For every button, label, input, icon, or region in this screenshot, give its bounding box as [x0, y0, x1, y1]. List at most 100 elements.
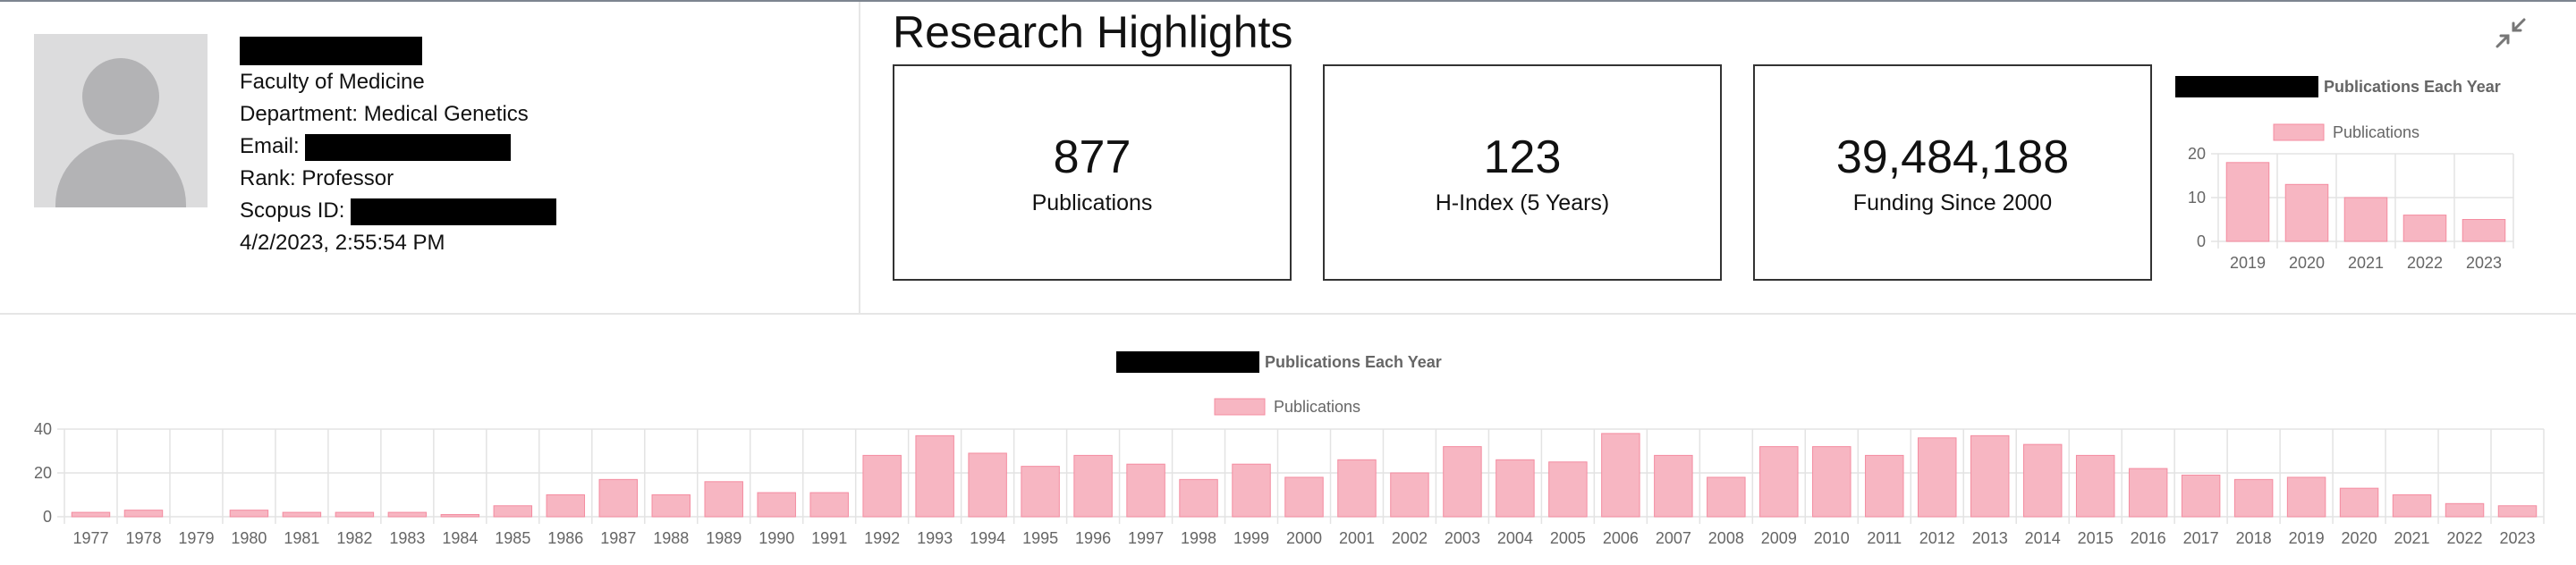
- bar: [2233, 478, 2274, 518]
- bar: [2128, 468, 2168, 518]
- x-tick-label: 1977: [72, 529, 108, 547]
- x-tick-label: 1979: [178, 529, 214, 547]
- bar: [1865, 454, 1904, 518]
- bar: [1443, 446, 1482, 518]
- legend-label: Publications: [2333, 123, 2419, 141]
- email-row: Email:: [240, 131, 556, 163]
- bar: [2286, 476, 2326, 518]
- x-tick-label: 1994: [970, 529, 1005, 547]
- bar: [1759, 446, 1799, 518]
- y-tick-label: 10: [2188, 189, 2206, 207]
- x-tick-label: 2017: [2183, 529, 2219, 547]
- bar: [2284, 183, 2329, 242]
- scopus-row: Scopus ID:: [240, 195, 557, 227]
- x-tick-label: 2020: [2342, 529, 2377, 547]
- bar: [1496, 459, 1535, 518]
- stat-value: 877: [1053, 131, 1131, 183]
- chart-title: Publications Each Year: [1265, 353, 1442, 371]
- x-tick-label: 1993: [917, 529, 953, 547]
- bar: [1918, 437, 1957, 518]
- bar: [1390, 472, 1429, 518]
- bar: [1970, 434, 2010, 518]
- stat-card-publications: 877 Publications: [893, 64, 1292, 281]
- recent-publications-chart: Publications Each YearPublications010202…: [2175, 76, 2514, 272]
- x-tick-label: 1988: [653, 529, 689, 547]
- stat-card-h-index: 123 H-Index (5 Years): [1323, 64, 1722, 281]
- x-tick-label: 1986: [547, 529, 583, 547]
- department-text: Department: Medical Genetics: [240, 102, 529, 126]
- bar: [968, 452, 1007, 518]
- y-tick-label: 40: [34, 420, 52, 438]
- x-tick-label: 1984: [442, 529, 478, 547]
- x-tick-label: 1995: [1022, 529, 1058, 547]
- x-tick-label: 2008: [1708, 529, 1744, 547]
- redacted-title-block: [2175, 76, 2318, 97]
- bar: [2343, 197, 2388, 242]
- bar: [546, 494, 586, 518]
- chart-title: Publications Each Year: [2324, 78, 2501, 96]
- stat-label: H-Index (5 Years): [1435, 190, 1610, 215]
- avatar-body-icon: [55, 139, 186, 207]
- redacted-scopus-id: [351, 198, 557, 225]
- bar: [704, 481, 743, 518]
- x-tick-label: 2019: [2289, 529, 2325, 547]
- section-divider: [0, 313, 2576, 315]
- x-tick-label: 1998: [1181, 529, 1216, 547]
- x-tick-label: 2004: [1497, 529, 1533, 547]
- bar: [229, 510, 269, 518]
- bar: [387, 511, 428, 518]
- y-tick-label: 20: [2188, 145, 2206, 163]
- x-tick-label: 2013: [1972, 529, 2008, 547]
- redacted-email: [305, 133, 512, 161]
- y-tick-label: 20: [34, 464, 52, 482]
- bar: [757, 492, 796, 518]
- x-tick-label: 1999: [1233, 529, 1269, 547]
- page-title: Research Highlights: [893, 7, 1293, 57]
- bar: [1021, 466, 1060, 518]
- legend-swatch: [1214, 398, 1266, 416]
- publications-history-chart: Publications Each Year Publications 0 20 40 1…: [34, 351, 2545, 547]
- legend-label: Publications: [1274, 398, 1360, 416]
- x-tick-label: 2015: [2078, 529, 2114, 547]
- scopus-label: Scopus ID:: [240, 198, 352, 223]
- bar: [335, 511, 375, 518]
- x-tick-label: 2023: [2466, 254, 2502, 272]
- x-tick-label: 1996: [1075, 529, 1111, 547]
- bar: [1179, 478, 1218, 518]
- bar: [440, 514, 480, 518]
- faculty-text: Faculty of Medicine: [240, 70, 425, 94]
- bar: [915, 434, 954, 518]
- x-tick-label: 2014: [2025, 529, 2061, 547]
- bar: [1284, 476, 1324, 518]
- profile-info: Faculty of Medicine Department: Medical …: [240, 34, 557, 259]
- bar: [1654, 454, 1693, 518]
- bar: [2462, 219, 2506, 242]
- x-tick-label: 2022: [2407, 254, 2443, 272]
- x-tick-label: 2022: [2447, 529, 2483, 547]
- redacted-name: [240, 36, 422, 65]
- bar: [2022, 443, 2063, 518]
- timestamp-text: 4/2/2023, 2:55:54 PM: [240, 231, 445, 255]
- x-tick-label: 2023: [2499, 529, 2535, 547]
- x-tick-label: 2019: [2230, 254, 2266, 272]
- x-tick-label: 2000: [1286, 529, 1322, 547]
- rank-text: Rank: Professor: [240, 166, 394, 190]
- x-tick-label: 2021: [2348, 254, 2384, 272]
- bar: [2497, 505, 2538, 518]
- bar: [1337, 459, 1377, 518]
- x-tick-label: 2005: [1550, 529, 1586, 547]
- x-tick-label: 1992: [864, 529, 900, 547]
- bar: [2075, 454, 2115, 518]
- x-tick-label: 2012: [1919, 529, 1955, 547]
- bar: [2445, 502, 2485, 518]
- window-top-border: [0, 0, 2576, 2]
- bar: [1126, 463, 1165, 518]
- bar: [2225, 162, 2270, 242]
- bar: [1073, 454, 1113, 518]
- email-label: Email:: [240, 134, 306, 158]
- x-tick-label: 1987: [600, 529, 636, 547]
- collapse-button[interactable]: [2496, 18, 2526, 48]
- x-tick-label: 1983: [389, 529, 425, 547]
- stat-label: Funding Since 2000: [1852, 190, 2053, 215]
- bar: [1232, 463, 1271, 518]
